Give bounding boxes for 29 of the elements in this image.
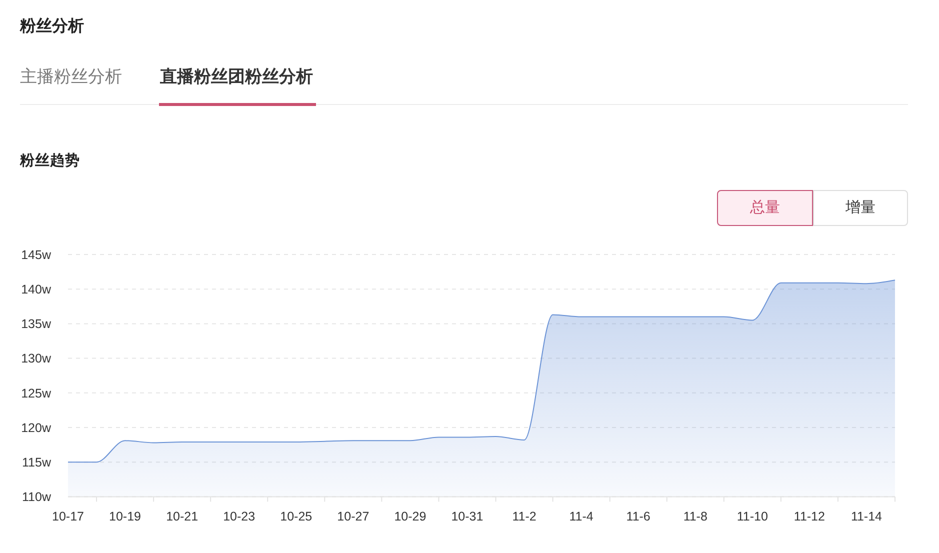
x-tick-label: 11-8	[683, 510, 708, 524]
x-tick-label: 10-29	[394, 510, 426, 524]
x-tick-label: 11-10	[736, 510, 768, 524]
chart-subtitle: 粉丝趋势	[20, 152, 80, 171]
y-tick-label: 135w	[21, 317, 52, 332]
y-tick-label: 130w	[21, 352, 52, 366]
x-tick-label: 11-2	[512, 510, 536, 524]
x-tick-label: 11-4	[569, 510, 594, 524]
y-tick-label: 145w	[21, 248, 52, 262]
y-tick-label: 125w	[21, 386, 52, 400]
x-tick-label: 10-19	[109, 510, 142, 524]
x-tick-label: 10-31	[451, 510, 484, 524]
x-tick-label: 11-14	[850, 510, 882, 524]
y-tick-label: 110w	[22, 490, 52, 504]
x-tick-label: 10-27	[337, 510, 370, 524]
x-tick-label: 10-17	[52, 510, 84, 524]
text: 主播粉丝分析	[20, 66, 122, 88]
y-tick-label: 120w	[21, 420, 52, 435]
toggle-button: 总量	[717, 190, 813, 226]
toggle-button: 增量	[813, 190, 908, 226]
x-tick-label: 10-25	[280, 510, 312, 524]
x-tick-label: 11-6	[626, 510, 650, 524]
x-tick-label: 10-23	[223, 510, 256, 524]
text: 直播粉丝团粉丝分析	[160, 66, 313, 88]
x-tick-label: 10-21	[166, 510, 198, 524]
chart-title: 粉丝分析	[20, 16, 84, 37]
y-tick-label: 115w	[22, 456, 52, 470]
x-tick-label: 11-12	[794, 510, 826, 524]
y-tick-label: 140w	[21, 282, 52, 297]
